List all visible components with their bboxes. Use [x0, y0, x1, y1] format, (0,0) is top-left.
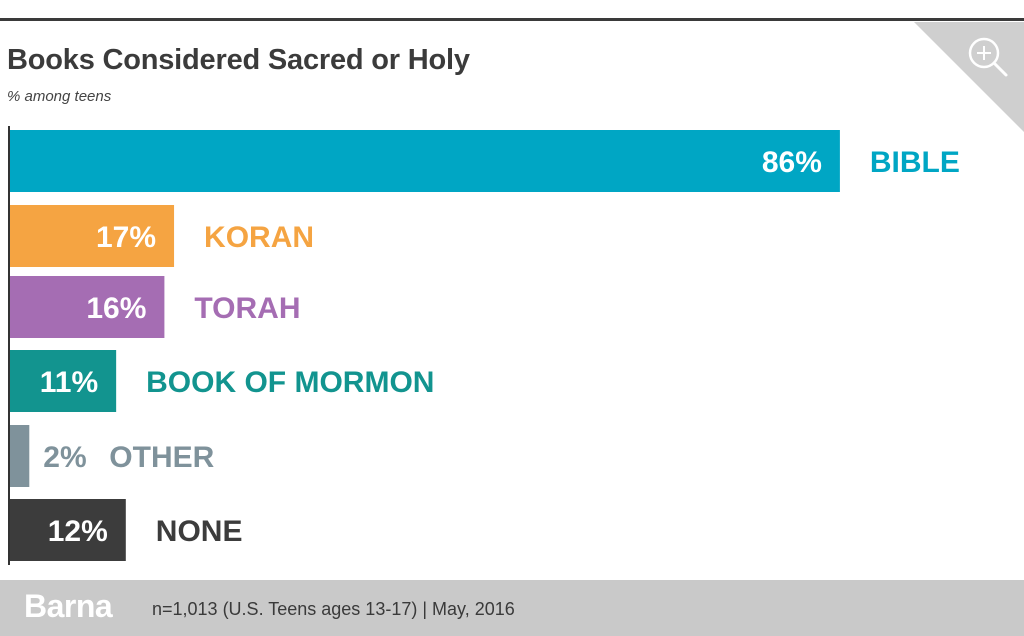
- value-label: 2%: [43, 441, 86, 474]
- value-label: 12%: [48, 515, 108, 548]
- footer: Barna n=1,013 (U.S. Teens ages 13-17) | …: [0, 580, 1024, 636]
- zoom-button[interactable]: [914, 22, 1024, 132]
- brand-logo: Barna: [24, 588, 113, 624]
- bar-none: [10, 499, 126, 561]
- category-label: BIBLE: [870, 146, 960, 179]
- bar-chart: 86% BIBLE 17% KORAN 16% TORAH 11% BOOK OF MORMO…: [8, 126, 960, 565]
- category-label: BOOK OF MORMON: [146, 366, 434, 399]
- chart-title: Books Considered Sacred or Holy: [7, 44, 470, 76]
- source-note: n=1,013 (U.S. Teens ages 13-17) | May, 2…: [152, 599, 515, 619]
- category-label: TORAH: [194, 292, 300, 325]
- bar-book-of-mormon: [10, 350, 117, 412]
- chart-subtitle: % among teens: [7, 88, 112, 105]
- value-label: 16%: [86, 292, 146, 325]
- bar-other: [10, 425, 30, 487]
- value-label: 86%: [762, 146, 822, 179]
- zoom-in-icon: [914, 22, 1024, 132]
- bar-bible: [10, 130, 840, 192]
- bar-torah: [10, 276, 165, 338]
- top-rule: [0, 18, 1024, 21]
- category-label: NONE: [156, 515, 243, 548]
- category-label: KORAN: [204, 221, 314, 254]
- bar-koran: [10, 205, 175, 267]
- category-label: OTHER: [109, 441, 214, 474]
- value-label: 17%: [96, 221, 156, 254]
- value-label: 11%: [40, 366, 98, 399]
